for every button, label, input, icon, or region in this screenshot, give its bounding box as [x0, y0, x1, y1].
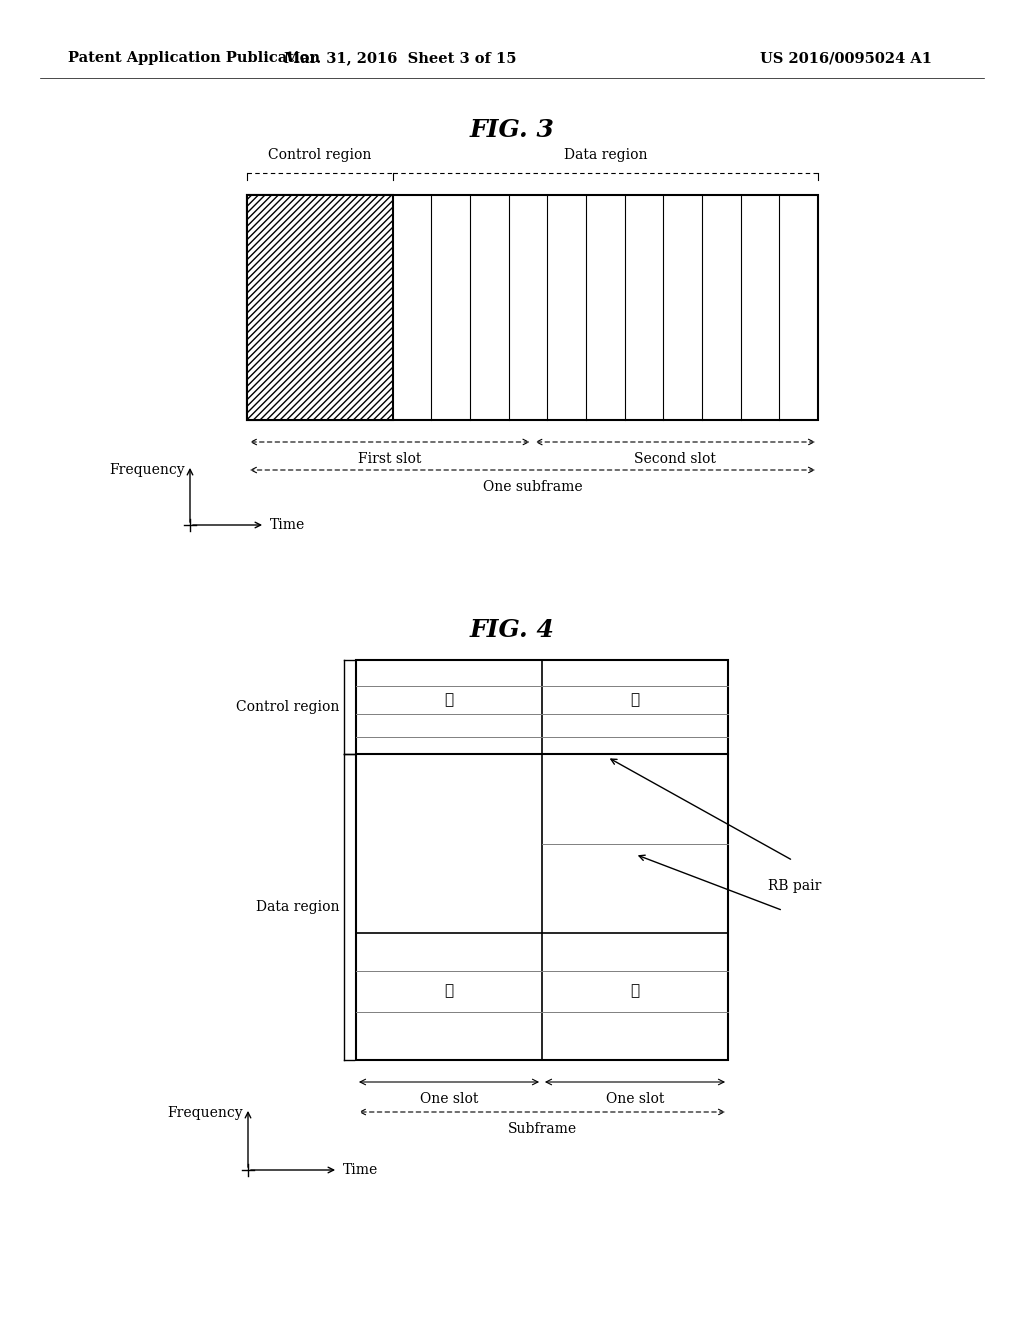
Text: ⋮: ⋮ — [444, 693, 454, 708]
Text: ⋮: ⋮ — [631, 693, 640, 708]
Bar — [247, 195, 392, 420]
Text: Frequency: Frequency — [167, 1106, 243, 1119]
Text: Time: Time — [270, 517, 305, 532]
Text: Frequency: Frequency — [110, 463, 185, 477]
Text: Control region: Control region — [236, 700, 339, 714]
Text: FIG. 4: FIG. 4 — [470, 618, 554, 642]
Text: Time: Time — [343, 1163, 378, 1177]
Text: First slot: First slot — [358, 451, 422, 466]
Text: FIG. 3: FIG. 3 — [470, 117, 554, 143]
Text: RB pair: RB pair — [768, 879, 821, 892]
Text: ⋮: ⋮ — [444, 985, 454, 998]
Text: Mar. 31, 2016  Sheet 3 of 15: Mar. 31, 2016 Sheet 3 of 15 — [284, 51, 516, 65]
Bar — [247, 195, 818, 420]
Text: US 2016/0095024 A1: US 2016/0095024 A1 — [760, 51, 932, 65]
Text: Control region: Control region — [268, 148, 372, 162]
Text: ⋮: ⋮ — [631, 985, 640, 998]
Text: Data region: Data region — [563, 148, 647, 162]
Text: Data region: Data region — [256, 900, 339, 913]
Text: One slot: One slot — [606, 1092, 665, 1106]
Text: Subframe: Subframe — [508, 1122, 577, 1137]
Bar — [356, 660, 728, 1060]
Text: Patent Application Publication: Patent Application Publication — [68, 51, 319, 65]
Text: One slot: One slot — [420, 1092, 478, 1106]
Text: Second slot: Second slot — [634, 451, 716, 466]
Text: One subframe: One subframe — [482, 480, 583, 494]
